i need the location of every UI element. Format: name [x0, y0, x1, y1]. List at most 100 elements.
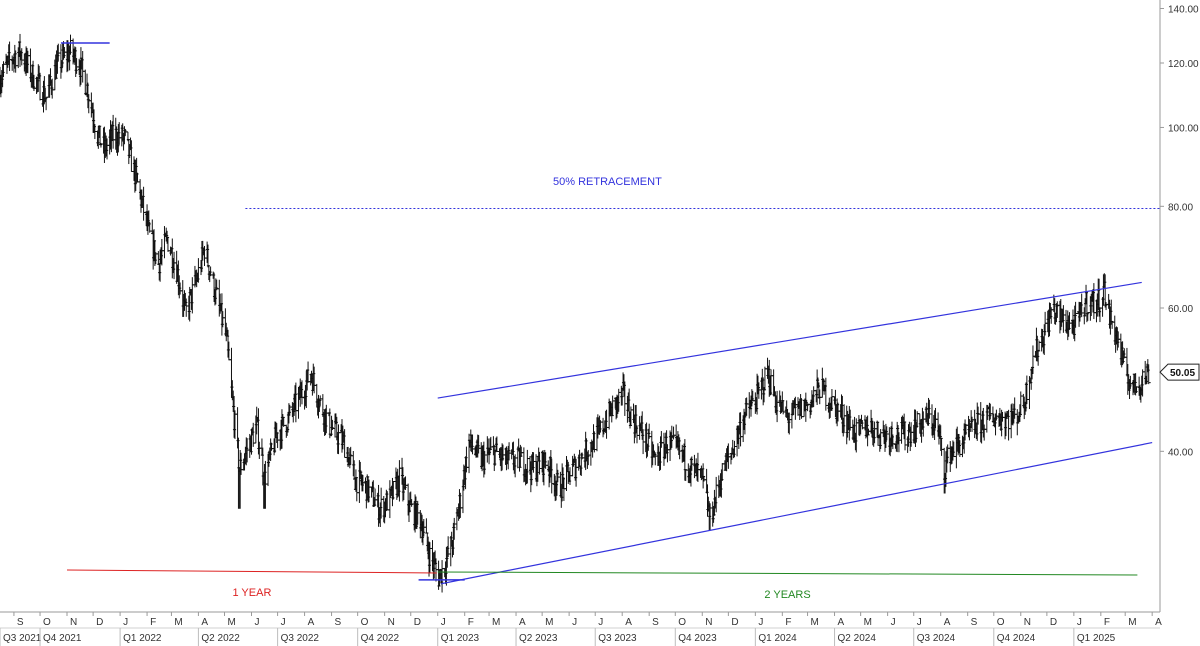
quarter-label: Q2 2022: [201, 633, 240, 644]
month-label: A: [201, 617, 208, 628]
last-price-badge: 50.05: [1159, 363, 1200, 381]
month-label: J: [281, 617, 286, 628]
ohlc-bar: [226, 341, 231, 361]
month-label: M: [811, 617, 819, 628]
ohlc-bar: [1085, 312, 1090, 321]
month-label: A: [1155, 617, 1162, 628]
ohlc-bar: [976, 406, 981, 425]
ohlc-bar: [494, 436, 499, 453]
quarter-label: Q3 2023: [598, 633, 637, 644]
ohlc-bar: [229, 347, 234, 398]
ohlc-bar: [285, 426, 290, 436]
ohlc-bar: [1146, 364, 1151, 385]
month-label: N: [70, 617, 77, 628]
month-label: O: [997, 617, 1005, 628]
y-tick-label: 120.00: [1168, 59, 1199, 70]
ohlc-bar: [207, 270, 212, 283]
y-tick-label: 140.00: [1168, 5, 1199, 16]
month-label: M: [545, 617, 553, 628]
retracement-label: 50% RETRACEMENT: [553, 176, 662, 188]
month-label: J: [441, 617, 446, 628]
month-label: F: [468, 617, 474, 628]
quarter-label: Q2 2024: [838, 633, 877, 644]
ohlc-bar: [555, 469, 560, 483]
time-spans: 1 YEAR 2 YEARS: [67, 569, 1138, 601]
span-line: [67, 569, 437, 574]
quarter-label: Q3 2024: [917, 633, 956, 644]
channel-upper-line: [437, 281, 1142, 399]
ohlc-bar: [186, 295, 191, 320]
ohlc-bar: [988, 403, 993, 420]
ohlc-bar: [653, 452, 658, 466]
channel-lower-line: [441, 441, 1153, 585]
ohlc-bar: [512, 455, 517, 474]
ohlc-bar: [205, 244, 210, 268]
ohlc-bar: [235, 407, 240, 449]
ohlc-bar: [59, 60, 64, 73]
month-label: J: [917, 617, 922, 628]
ohlc-bars: [0, 33, 1151, 593]
month-label: A: [944, 617, 951, 628]
quarter-label: Q1 2023: [441, 633, 480, 644]
ohlc-bar: [1030, 366, 1035, 380]
ohlc-bar: [259, 438, 264, 456]
ohlc-bar: [370, 481, 375, 493]
quarter-label: Q1 2022: [123, 633, 162, 644]
ohlc-bar: [839, 394, 844, 420]
ohlc-bar: [199, 260, 204, 276]
quarter-label: Q3 2021: [3, 633, 42, 644]
ohlc-bar: [944, 446, 949, 473]
month-label: S: [971, 617, 978, 628]
month-label: A: [625, 617, 632, 628]
ohlc-bar: [626, 392, 631, 412]
month-label: A: [308, 617, 315, 628]
month-label: J: [1077, 617, 1082, 628]
span-label: 1 YEAR: [232, 587, 271, 599]
ohlc-bar: [536, 447, 541, 462]
ohlc-bar: [754, 397, 759, 412]
ohlc-bar: [1102, 273, 1107, 288]
y-tick-label: 40.00: [1168, 447, 1193, 458]
ohlc-bar: [755, 375, 760, 395]
span-label: 2 YEARS: [764, 589, 810, 601]
ohlc-bar: [534, 461, 539, 487]
ohlc-bar: [335, 431, 340, 454]
month-label: D: [1050, 617, 1057, 628]
month-label: O: [361, 617, 369, 628]
quarter-label: Q4 2024: [997, 633, 1036, 644]
month-label: J: [572, 617, 577, 628]
month-label: D: [414, 617, 421, 628]
month-label: A: [519, 617, 526, 628]
ohlc-bar: [567, 471, 572, 482]
ohlc-bar: [85, 82, 90, 109]
ohlc-bar: [1084, 284, 1089, 305]
y-tick-label: 80.00: [1168, 202, 1193, 213]
month-label: S: [652, 617, 659, 628]
month-label: M: [864, 617, 872, 628]
month-label: D: [731, 617, 738, 628]
month-label: J: [758, 617, 763, 628]
quarter-label: Q4 2023: [678, 633, 717, 644]
month-label: F: [785, 617, 791, 628]
ohlc-bar: [171, 258, 176, 274]
quarter-label: Q1 2024: [758, 633, 797, 644]
ohlc-bar: [1018, 391, 1023, 416]
month-label: A: [838, 617, 845, 628]
y-tick-label: 60.00: [1168, 304, 1193, 315]
trend-lines: [60, 42, 1160, 585]
month-label: M: [174, 617, 182, 628]
ohlc-bar: [232, 410, 237, 439]
y-axis: 140.00 120.00 100.00 80.00 60.00 40.00 50.05: [1159, 0, 1200, 612]
ohlc-bar: [157, 263, 162, 281]
quarter-label: Q2 2023: [519, 633, 558, 644]
span-line: [437, 571, 1138, 576]
y-tick-label: 100.00: [1168, 123, 1199, 134]
ohlc-bar: [878, 429, 883, 450]
ohlc-bar: [565, 459, 570, 472]
month-label: N: [1024, 617, 1031, 628]
ohlc-bar: [743, 398, 748, 418]
quarter-label: Q3 2022: [281, 633, 320, 644]
ohlc-bar: [1108, 306, 1113, 335]
ohlc-bar: [272, 438, 277, 456]
